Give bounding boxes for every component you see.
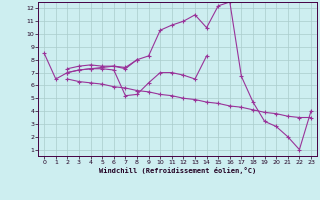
X-axis label: Windchill (Refroidissement éolien,°C): Windchill (Refroidissement éolien,°C) [99,167,256,174]
